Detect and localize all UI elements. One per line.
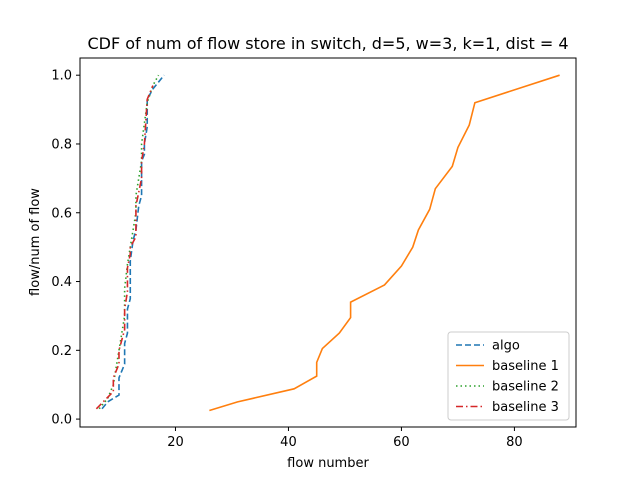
x-tick-label-2: 60 [393, 435, 410, 450]
y-tick-label-3: 0.6 [51, 206, 72, 221]
series-line-1 [209, 74, 560, 412]
legend-box [447, 331, 570, 421]
x-tick-label-1: 40 [280, 435, 297, 450]
y-tick-label-5: 1.0 [51, 69, 72, 84]
legend-label-2: baseline 2 [492, 380, 559, 395]
legend-label-1: baseline 1 [492, 359, 559, 374]
plot-lines [95, 74, 560, 412]
legend: algo baseline 1 baseline 2 baseline 3 [447, 331, 570, 421]
y-tick-label-4: 0.8 [51, 137, 72, 152]
chart-title: CDF of num of flow store in switch, d=5,… [87, 34, 568, 53]
series-line-3 [95, 85, 154, 410]
plot-frame [79, 57, 577, 428]
x-axis: 20 40 60 80 [167, 427, 523, 450]
x-tick-label-0: 20 [167, 435, 184, 450]
x-axis-label: flow number [287, 456, 369, 471]
y-tick-label-1: 0.2 [51, 344, 72, 359]
legend-label-0: algo [492, 339, 520, 354]
y-tick-label-2: 0.4 [51, 275, 72, 290]
legend-label-3: baseline 3 [492, 400, 559, 415]
y-axis-label: flow/num of flow [28, 188, 43, 296]
x-tick-label-3: 80 [506, 435, 523, 450]
y-tick-label-0: 0.0 [51, 413, 72, 428]
series-line-2 [98, 74, 160, 410]
y-axis: 0.0 0.2 0.4 0.6 0.8 1.0 [51, 69, 80, 428]
